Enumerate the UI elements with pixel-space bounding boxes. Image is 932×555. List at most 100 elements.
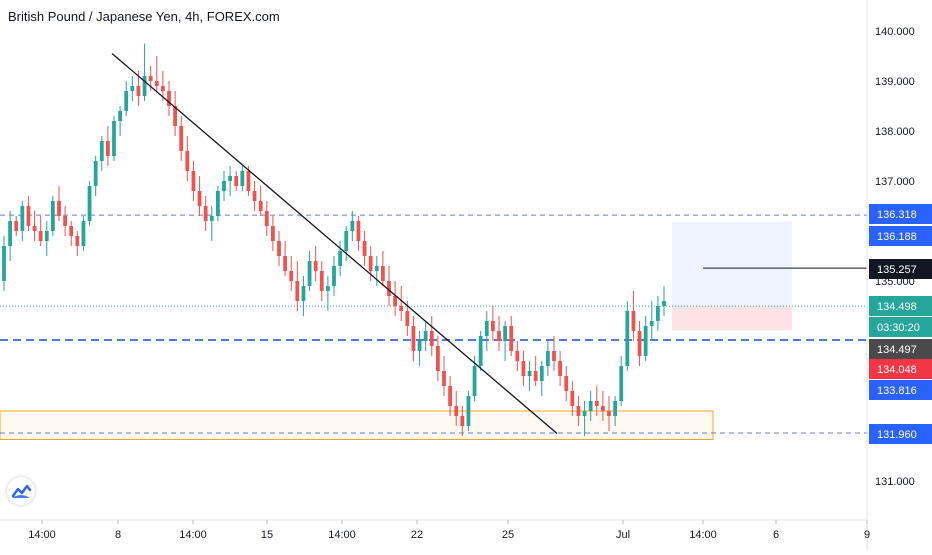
- price-label-text: 136.318: [877, 209, 917, 221]
- candle-body: [539, 366, 544, 381]
- price-label-text: 03:30:20: [877, 322, 920, 334]
- candle-body: [533, 371, 538, 381]
- candle: [289, 256, 294, 291]
- price-label-badge: 136.188: [869, 226, 932, 246]
- candle-body: [460, 416, 465, 426]
- candle-body: [521, 361, 526, 376]
- candle-body: [325, 286, 330, 291]
- candle-body: [20, 206, 25, 231]
- time-axis-tick-label: 14:00: [689, 529, 717, 541]
- position-target-box: [672, 221, 792, 307]
- candle: [179, 116, 184, 161]
- candle-body: [374, 266, 379, 271]
- candle-body: [484, 321, 489, 336]
- candle: [448, 376, 453, 416]
- candle-body: [81, 221, 86, 246]
- candle-body: [442, 371, 446, 386]
- candle-body: [350, 221, 355, 231]
- candle: [8, 211, 13, 261]
- candle: [99, 136, 104, 171]
- candle-body: [558, 361, 563, 376]
- candle: [521, 351, 526, 386]
- candle: [234, 171, 239, 191]
- price-label-bg: [869, 226, 932, 246]
- candle: [545, 341, 550, 376]
- candle: [435, 336, 440, 381]
- candle: [570, 381, 575, 416]
- candle-body: [405, 311, 410, 326]
- candle: [307, 251, 312, 291]
- candle-body: [191, 171, 196, 191]
- candle: [490, 306, 495, 341]
- candle-body: [662, 301, 666, 306]
- candle: [662, 286, 666, 316]
- candle-body: [643, 326, 648, 356]
- candle: [20, 201, 25, 241]
- candle-body: [319, 271, 324, 291]
- candle: [417, 331, 422, 366]
- price-label-text: 133.816: [877, 385, 917, 397]
- candle-body: [173, 106, 178, 126]
- candle: [264, 201, 269, 236]
- candle-body: [264, 211, 269, 226]
- candle: [344, 226, 349, 261]
- candle-body: [570, 391, 575, 406]
- candle-body: [197, 191, 202, 206]
- candle-body: [613, 401, 618, 416]
- candle: [57, 186, 61, 221]
- price-label-bg: [869, 380, 932, 400]
- candle-body: [545, 351, 550, 366]
- price-label-bg: [869, 296, 932, 316]
- candle-body: [258, 201, 263, 211]
- candle: [197, 176, 202, 216]
- candle: [655, 296, 660, 331]
- candle-body: [619, 366, 624, 401]
- candle-body: [380, 266, 385, 281]
- candle-body: [344, 231, 349, 251]
- time-axis-tick-label: 15: [261, 529, 273, 541]
- candle-body: [631, 311, 636, 331]
- candle-body: [478, 336, 483, 366]
- candle: [215, 186, 220, 221]
- price-label-badge: 134.497: [869, 339, 932, 359]
- price-label-bg: [869, 204, 932, 224]
- candle: [50, 196, 55, 236]
- candle-body: [454, 406, 459, 416]
- price-axis-tick-label: 137.000: [875, 176, 915, 188]
- candle: [509, 316, 514, 356]
- candle-body: [448, 386, 453, 406]
- candle-body: [215, 191, 220, 216]
- candle-body: [63, 216, 68, 226]
- price-label-text: 134.497: [877, 344, 917, 356]
- candle-body: [313, 261, 318, 271]
- price-label-badge: 134.048: [869, 359, 932, 379]
- candle: [69, 221, 74, 246]
- time-axis-tick-label: 6: [773, 529, 779, 541]
- candle-body: [130, 86, 135, 91]
- candle: [405, 301, 410, 336]
- candle: [258, 186, 263, 216]
- price-label-bg: [869, 359, 932, 379]
- chart-title: British Pound / Japanese Yen, 4h, FOREX.…: [8, 9, 280, 24]
- candle-body: [625, 311, 630, 366]
- candle: [411, 316, 416, 361]
- candle-body: [2, 246, 6, 281]
- candle-body: [515, 351, 520, 361]
- candle: [277, 231, 281, 266]
- candle: [515, 341, 520, 371]
- candle-body: [576, 406, 581, 416]
- candle: [539, 361, 544, 396]
- candle-body: [490, 321, 495, 331]
- candle: [130, 76, 135, 101]
- price-label-text: 131.960: [877, 429, 917, 441]
- tradingview-logo-icon[interactable]: [7, 477, 35, 505]
- candle: [295, 261, 300, 311]
- price-label-bg: [869, 259, 932, 279]
- candle-body: [112, 121, 116, 156]
- candle: [423, 321, 428, 351]
- candle: [209, 206, 214, 241]
- candle: [270, 216, 275, 251]
- candle-body: [228, 176, 233, 181]
